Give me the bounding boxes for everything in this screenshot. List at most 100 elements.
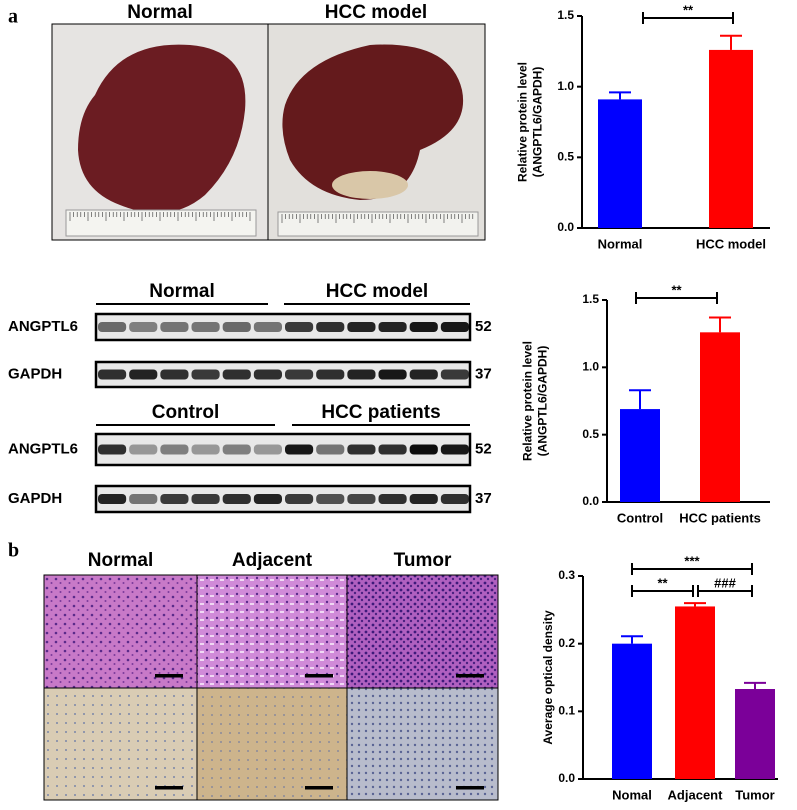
band — [285, 494, 314, 504]
y-tick-label: 0.1 — [558, 704, 575, 718]
band — [222, 369, 251, 380]
x-tick-label: Normal — [598, 236, 643, 251]
micrograph — [43, 687, 198, 801]
band — [440, 322, 469, 332]
ruler — [277, 211, 479, 237]
histology-label: Tumor — [394, 550, 452, 571]
bar — [675, 606, 715, 779]
panel-label: a — [8, 6, 18, 28]
band — [253, 444, 282, 455]
y-axis-label: (ANGPTL6/GAPDH) — [536, 346, 550, 457]
group-label: Normal — [149, 281, 214, 302]
photo-label: Normal — [127, 2, 192, 23]
band — [222, 494, 251, 504]
liver — [78, 44, 246, 214]
band — [98, 494, 127, 504]
band — [253, 369, 282, 380]
bar — [612, 643, 652, 779]
y-axis-label: Relative protein level — [521, 341, 535, 461]
group-label: Control — [152, 402, 220, 423]
band — [285, 444, 314, 455]
x-tick-label: Control — [617, 510, 663, 525]
scale-bar — [155, 786, 183, 790]
group-label: HCC model — [326, 281, 428, 302]
band — [160, 444, 189, 455]
histology-label: Adjacent — [232, 550, 313, 571]
x-tick-label: HCC model — [696, 236, 766, 251]
micrograph — [43, 574, 198, 689]
row-label: GAPDH — [8, 490, 62, 507]
row-label: GAPDH — [8, 365, 62, 382]
band — [316, 322, 345, 332]
sig-label: ** — [671, 282, 682, 297]
bar — [709, 49, 753, 228]
band — [440, 369, 469, 380]
micrograph — [196, 574, 348, 689]
y-tick-label: 1.5 — [582, 292, 599, 306]
band — [98, 369, 127, 380]
micrograph — [346, 687, 499, 801]
y-tick-label: 0.5 — [557, 150, 574, 164]
sig-label: ** — [657, 575, 668, 590]
scale-bar — [456, 674, 484, 678]
y-axis-label: Average optical density — [541, 610, 555, 745]
scale-bar — [155, 674, 183, 678]
band — [191, 494, 220, 504]
band — [347, 494, 376, 504]
y-tick-label: 0.0 — [582, 494, 599, 508]
band — [378, 444, 407, 455]
band — [160, 494, 189, 504]
band — [129, 444, 158, 455]
band — [378, 322, 407, 332]
blot-frame — [94, 432, 472, 467]
y-axis-label: (ANGPTL6/GAPDH) — [531, 67, 545, 178]
band — [160, 369, 189, 380]
x-tick-label: Nomal — [612, 787, 652, 802]
sig-label: ** — [683, 2, 694, 17]
band — [347, 444, 376, 455]
y-tick-label: 1.0 — [557, 79, 574, 93]
y-tick-label: 0.0 — [557, 220, 574, 234]
band — [347, 369, 376, 380]
liver-photos: Normal HCC model — [51, 2, 486, 241]
band — [316, 369, 345, 380]
y-tick-label: 0.2 — [558, 636, 575, 650]
blot-frame — [94, 312, 472, 342]
bar — [700, 332, 740, 502]
micrograph — [196, 687, 348, 801]
band — [191, 444, 220, 455]
blot-frame — [94, 484, 472, 514]
row-label: ANGPTL6 — [8, 440, 78, 457]
band — [222, 444, 251, 455]
band — [409, 322, 438, 332]
panel-label: b — [8, 540, 19, 562]
scale-bar — [456, 786, 484, 790]
band — [285, 369, 314, 380]
sig-label: *** — [684, 553, 700, 568]
band — [129, 322, 158, 332]
histology-label: Normal — [88, 550, 153, 571]
group-label: HCC patients — [321, 402, 440, 423]
band — [316, 494, 345, 504]
size-label: 52 — [475, 318, 492, 335]
band — [253, 322, 282, 332]
band — [253, 494, 282, 504]
band — [98, 322, 127, 332]
micrograph — [346, 574, 499, 689]
size-label: 52 — [475, 440, 492, 457]
bar — [620, 409, 660, 502]
y-tick-label: 0.5 — [582, 427, 599, 441]
band — [378, 494, 407, 504]
blot-frame — [94, 360, 472, 389]
scale-bar — [305, 786, 333, 790]
y-tick-label: 1.5 — [557, 8, 574, 22]
ruler — [65, 209, 257, 237]
tumor-nodule — [332, 171, 408, 199]
size-label: 37 — [475, 365, 492, 382]
band — [129, 494, 158, 504]
band — [222, 322, 251, 332]
band — [440, 494, 469, 504]
band — [378, 369, 407, 380]
liver — [282, 44, 464, 200]
